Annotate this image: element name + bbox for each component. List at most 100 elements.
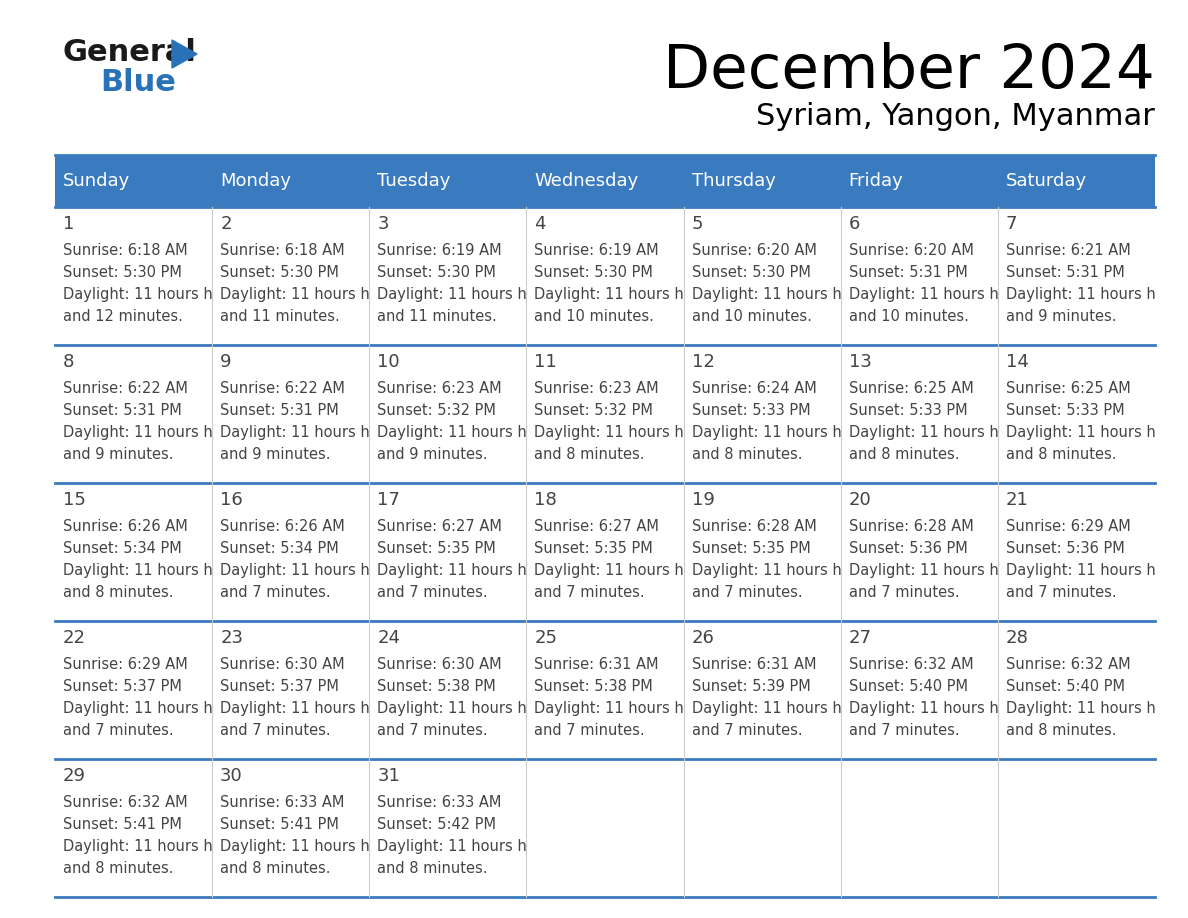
Text: and 8 minutes.: and 8 minutes. [691, 447, 802, 462]
Text: 31: 31 [378, 767, 400, 785]
Text: Sunrise: 6:24 AM: Sunrise: 6:24 AM [691, 381, 816, 396]
Text: Sunset: 5:30 PM: Sunset: 5:30 PM [691, 265, 810, 280]
Text: and 7 minutes.: and 7 minutes. [535, 585, 645, 600]
Text: Sunset: 5:33 PM: Sunset: 5:33 PM [1006, 403, 1125, 418]
Text: Daylight: 11 hours hours: Daylight: 11 hours hours [378, 287, 560, 302]
Text: Sunrise: 6:32 AM: Sunrise: 6:32 AM [1006, 657, 1131, 672]
Text: and 8 minutes.: and 8 minutes. [1006, 447, 1117, 462]
Text: Daylight: 11 hours hours: Daylight: 11 hours hours [220, 701, 402, 716]
Text: Sunrise: 6:20 AM: Sunrise: 6:20 AM [691, 243, 816, 258]
Text: and 11 minutes.: and 11 minutes. [378, 309, 497, 324]
Text: Sunrise: 6:28 AM: Sunrise: 6:28 AM [691, 519, 816, 534]
Text: and 8 minutes.: and 8 minutes. [63, 861, 173, 876]
Text: 19: 19 [691, 491, 714, 509]
Text: Sunrise: 6:31 AM: Sunrise: 6:31 AM [535, 657, 659, 672]
Text: Sunrise: 6:23 AM: Sunrise: 6:23 AM [535, 381, 659, 396]
Text: 24: 24 [378, 629, 400, 647]
Text: Sunrise: 6:32 AM: Sunrise: 6:32 AM [63, 795, 188, 810]
Text: Sunrise: 6:25 AM: Sunrise: 6:25 AM [848, 381, 973, 396]
Text: and 7 minutes.: and 7 minutes. [691, 723, 802, 738]
Text: and 7 minutes.: and 7 minutes. [1006, 585, 1117, 600]
Text: Daylight: 11 hours hours: Daylight: 11 hours hours [378, 563, 560, 578]
Text: and 9 minutes.: and 9 minutes. [63, 447, 173, 462]
Text: and 10 minutes.: and 10 minutes. [535, 309, 655, 324]
Text: Daylight: 11 hours hours: Daylight: 11 hours hours [691, 425, 873, 440]
Text: Sunrise: 6:33 AM: Sunrise: 6:33 AM [220, 795, 345, 810]
Text: Sunset: 5:36 PM: Sunset: 5:36 PM [1006, 541, 1125, 556]
Text: and 8 minutes.: and 8 minutes. [220, 861, 330, 876]
Text: Thursday: Thursday [691, 172, 776, 190]
Text: and 12 minutes.: and 12 minutes. [63, 309, 183, 324]
Text: Daylight: 11 hours hours: Daylight: 11 hours hours [220, 839, 402, 854]
Text: 12: 12 [691, 353, 714, 371]
Text: and 8 minutes.: and 8 minutes. [848, 447, 959, 462]
Text: Daylight: 11 hours hours: Daylight: 11 hours hours [220, 287, 402, 302]
Text: Sunrise: 6:22 AM: Sunrise: 6:22 AM [220, 381, 345, 396]
Text: and 8 minutes.: and 8 minutes. [378, 861, 488, 876]
Text: 26: 26 [691, 629, 714, 647]
Text: 28: 28 [1006, 629, 1029, 647]
Text: 1: 1 [63, 215, 75, 233]
Text: Sunrise: 6:29 AM: Sunrise: 6:29 AM [1006, 519, 1131, 534]
Text: 18: 18 [535, 491, 557, 509]
Text: Sunrise: 6:26 AM: Sunrise: 6:26 AM [220, 519, 345, 534]
Text: Wednesday: Wednesday [535, 172, 639, 190]
Text: and 8 minutes.: and 8 minutes. [535, 447, 645, 462]
Text: Sunrise: 6:30 AM: Sunrise: 6:30 AM [378, 657, 501, 672]
Text: Sunset: 5:37 PM: Sunset: 5:37 PM [63, 679, 182, 694]
Text: and 8 minutes.: and 8 minutes. [1006, 723, 1117, 738]
Text: Sunrise: 6:25 AM: Sunrise: 6:25 AM [1006, 381, 1131, 396]
Text: 3: 3 [378, 215, 388, 233]
Text: Sunset: 5:30 PM: Sunset: 5:30 PM [378, 265, 497, 280]
Text: and 11 minutes.: and 11 minutes. [220, 309, 340, 324]
Text: Sunrise: 6:29 AM: Sunrise: 6:29 AM [63, 657, 188, 672]
Text: Daylight: 11 hours hours: Daylight: 11 hours hours [63, 701, 245, 716]
Text: Daylight: 11 hours hours: Daylight: 11 hours hours [1006, 425, 1188, 440]
Text: Friday: Friday [848, 172, 903, 190]
Text: Daylight: 11 hours hours: Daylight: 11 hours hours [378, 701, 560, 716]
Text: Daylight: 11 hours hours: Daylight: 11 hours hours [848, 425, 1030, 440]
Text: Sunset: 5:41 PM: Sunset: 5:41 PM [63, 817, 182, 832]
Text: Sunrise: 6:27 AM: Sunrise: 6:27 AM [378, 519, 503, 534]
Text: Daylight: 11 hours hours: Daylight: 11 hours hours [378, 425, 560, 440]
Text: Daylight: 11 hours hours: Daylight: 11 hours hours [848, 563, 1030, 578]
Bar [55, 483, 1155, 621]
Text: 22: 22 [63, 629, 86, 647]
Text: and 7 minutes.: and 7 minutes. [535, 723, 645, 738]
Polygon shape [172, 40, 197, 68]
Text: Sunrise: 6:32 AM: Sunrise: 6:32 AM [848, 657, 973, 672]
Text: 6: 6 [848, 215, 860, 233]
Text: General: General [62, 38, 196, 67]
Text: Sunset: 5:37 PM: Sunset: 5:37 PM [220, 679, 339, 694]
Text: Daylight: 11 hours hours: Daylight: 11 hours hours [1006, 287, 1188, 302]
Text: 25: 25 [535, 629, 557, 647]
Text: 29: 29 [63, 767, 86, 785]
Text: and 10 minutes.: and 10 minutes. [848, 309, 968, 324]
Text: Sunset: 5:31 PM: Sunset: 5:31 PM [848, 265, 967, 280]
Text: 27: 27 [848, 629, 872, 647]
Text: 11: 11 [535, 353, 557, 371]
Text: and 7 minutes.: and 7 minutes. [691, 585, 802, 600]
Text: Daylight: 11 hours hours: Daylight: 11 hours hours [220, 563, 402, 578]
Text: Daylight: 11 hours hours: Daylight: 11 hours hours [691, 287, 873, 302]
Text: Daylight: 11 hours hours: Daylight: 11 hours hours [848, 701, 1030, 716]
Text: Sunset: 5:36 PM: Sunset: 5:36 PM [848, 541, 967, 556]
Text: 30: 30 [220, 767, 242, 785]
Text: Sunset: 5:35 PM: Sunset: 5:35 PM [535, 541, 653, 556]
Text: Saturday: Saturday [1006, 172, 1087, 190]
Text: Daylight: 11 hours hours: Daylight: 11 hours hours [535, 425, 716, 440]
Text: Sunset: 5:33 PM: Sunset: 5:33 PM [848, 403, 967, 418]
Text: and 9 minutes.: and 9 minutes. [220, 447, 330, 462]
Text: Sunset: 5:42 PM: Sunset: 5:42 PM [378, 817, 497, 832]
Text: Sunrise: 6:21 AM: Sunrise: 6:21 AM [1006, 243, 1131, 258]
Text: 15: 15 [63, 491, 86, 509]
Text: Daylight: 11 hours hours: Daylight: 11 hours hours [535, 563, 716, 578]
Text: Sunset: 5:34 PM: Sunset: 5:34 PM [220, 541, 339, 556]
Text: Sunset: 5:35 PM: Sunset: 5:35 PM [691, 541, 810, 556]
Text: Sunset: 5:31 PM: Sunset: 5:31 PM [220, 403, 339, 418]
Text: 17: 17 [378, 491, 400, 509]
Text: and 7 minutes.: and 7 minutes. [848, 585, 960, 600]
Text: Daylight: 11 hours hours: Daylight: 11 hours hours [535, 287, 716, 302]
Text: and 7 minutes.: and 7 minutes. [848, 723, 960, 738]
Text: Daylight: 11 hours hours: Daylight: 11 hours hours [63, 287, 245, 302]
